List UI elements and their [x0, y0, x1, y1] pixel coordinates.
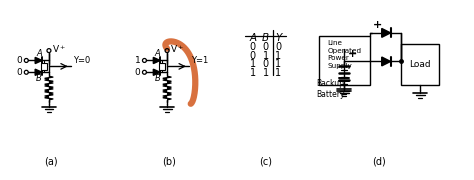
- Text: 1: 1: [263, 51, 269, 60]
- Text: 0: 0: [250, 51, 256, 60]
- Bar: [319, 36, 370, 85]
- Polygon shape: [382, 28, 391, 37]
- Polygon shape: [35, 69, 42, 75]
- Bar: [159, 63, 165, 70]
- Text: V$^+$: V$^+$: [170, 44, 184, 55]
- Text: A: A: [36, 50, 42, 59]
- Text: (c): (c): [259, 157, 272, 167]
- Polygon shape: [382, 57, 391, 66]
- Text: 0: 0: [263, 42, 269, 52]
- Text: 1: 1: [263, 68, 269, 78]
- Text: +: +: [348, 50, 357, 59]
- Text: (d): (d): [372, 157, 386, 167]
- Text: 1: 1: [275, 59, 282, 69]
- Text: 0: 0: [17, 68, 22, 77]
- Text: +: +: [373, 20, 382, 30]
- Text: V$^+$: V$^+$: [52, 44, 66, 55]
- Text: 1: 1: [135, 56, 140, 65]
- Text: 1: 1: [250, 68, 256, 78]
- Text: B: B: [36, 74, 42, 83]
- Text: Backup
Battery: Backup Battery: [317, 79, 345, 99]
- Text: B: B: [262, 33, 269, 43]
- Polygon shape: [35, 57, 42, 64]
- Text: A: A: [155, 50, 160, 59]
- Text: Y: Y: [275, 33, 282, 43]
- Text: 0: 0: [250, 42, 256, 52]
- Polygon shape: [153, 69, 160, 75]
- Text: A: A: [249, 33, 256, 43]
- Text: Y=1: Y=1: [191, 56, 208, 65]
- Text: 0: 0: [275, 42, 282, 52]
- Text: 0: 0: [135, 68, 140, 77]
- Text: Y=0: Y=0: [73, 56, 90, 65]
- Bar: [401, 44, 439, 85]
- Text: Load: Load: [410, 60, 431, 69]
- Text: B: B: [155, 74, 160, 83]
- Text: Line
Operated
Power
Supply: Line Operated Power Supply: [327, 40, 361, 69]
- Text: 1: 1: [275, 51, 282, 60]
- Bar: [41, 63, 47, 70]
- Text: 0: 0: [263, 59, 269, 69]
- Polygon shape: [153, 57, 160, 64]
- Text: 1: 1: [275, 68, 282, 78]
- Text: (a): (a): [44, 157, 58, 167]
- Text: (b): (b): [162, 157, 176, 167]
- Text: 0: 0: [17, 56, 22, 65]
- Text: 1: 1: [250, 59, 256, 69]
